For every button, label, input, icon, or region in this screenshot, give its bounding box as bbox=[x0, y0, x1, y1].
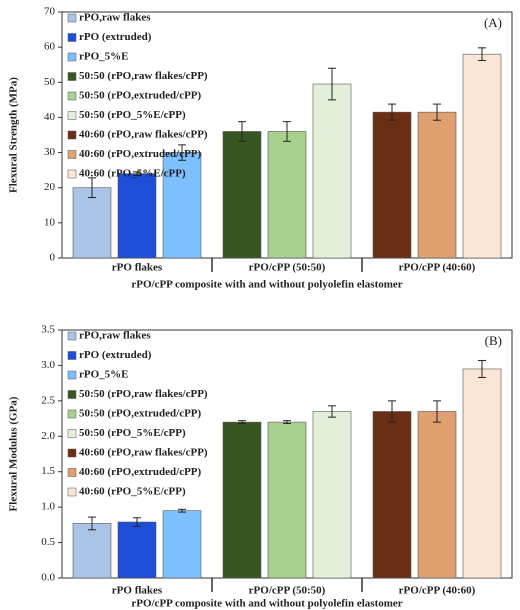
category-label: rPO/cPP (40:60) bbox=[399, 262, 476, 274]
y-tick-label: 50 bbox=[44, 76, 56, 88]
legend-label: rPO_5%E bbox=[79, 51, 129, 63]
bar bbox=[72, 187, 112, 259]
y-tick-label: 2.5 bbox=[41, 394, 55, 406]
x-axis-title: rPO/cPP composite with and without polyo… bbox=[131, 598, 402, 610]
legend-label: rPO (extruded) bbox=[79, 349, 152, 361]
legend-label: 50:50 (rPO,raw flakes/cPP) bbox=[79, 388, 208, 400]
y-axis-title: Flexural Strength (MPa) bbox=[8, 77, 20, 193]
legend-label: 40:60 (rPO_5%E/cPP) bbox=[79, 486, 186, 498]
legend-label: rPO (extruded) bbox=[79, 31, 152, 43]
legend-label: rPO_5%E bbox=[79, 369, 129, 381]
panel-label: (B) bbox=[485, 333, 502, 348]
bar bbox=[162, 510, 202, 579]
bar bbox=[117, 521, 157, 579]
category-label: rPO flakes bbox=[112, 585, 163, 597]
legend-label: rPO,raw flakes bbox=[79, 330, 151, 342]
legend-label: 40:60 (rPO,extruded/cPP) bbox=[79, 466, 202, 478]
bar bbox=[267, 421, 307, 579]
legend-label: 40:60 (rPO,extruded/cPP) bbox=[79, 148, 202, 160]
y-tick-label: 0.5 bbox=[41, 536, 55, 548]
legend-swatch bbox=[67, 33, 77, 42]
legend-swatch bbox=[67, 409, 77, 419]
y-tick-label: 3.0 bbox=[41, 359, 55, 371]
x-axis-title: rPO/cPP composite with and without polyo… bbox=[131, 279, 402, 291]
bar bbox=[462, 368, 502, 579]
y-tick-label: 1.5 bbox=[41, 465, 55, 477]
legend-swatch bbox=[67, 91, 77, 101]
legend-swatch bbox=[67, 429, 77, 438]
legend-label: 50:50 (rPO_5%E/cPP) bbox=[79, 109, 186, 121]
legend-swatch bbox=[67, 150, 77, 159]
legend-swatch bbox=[67, 169, 77, 179]
legend-swatch bbox=[67, 331, 77, 341]
legend-label: 40:60 (rPO_5%E/cPP) bbox=[79, 168, 186, 180]
category-label: rPO/cPP (50:50) bbox=[249, 585, 326, 597]
bar bbox=[72, 523, 112, 579]
y-tick-label: 0.0 bbox=[41, 572, 55, 584]
y-tick-label: 60 bbox=[44, 41, 56, 53]
y-tick-label: 1.0 bbox=[41, 501, 55, 513]
legend-label: 40:60 (rPO,raw flakes/cPP) bbox=[79, 447, 208, 459]
legend-label: 40:60 (rPO,raw flakes/cPP) bbox=[79, 129, 208, 141]
legend-label: 50:50 (rPO,extruded/cPP) bbox=[79, 408, 202, 420]
y-tick-label: 10 bbox=[44, 216, 56, 228]
legend-swatch bbox=[67, 448, 77, 458]
y-axis-title: Flexural Modulus (GPa) bbox=[8, 396, 20, 511]
panel-label: (A) bbox=[484, 15, 502, 30]
bar bbox=[312, 411, 352, 579]
legend-label: 50:50 (rPO_5%E/cPP) bbox=[79, 427, 186, 439]
category-label: rPO flakes bbox=[112, 262, 163, 274]
y-tick-label: 30 bbox=[44, 146, 56, 158]
bar bbox=[462, 53, 502, 259]
bar bbox=[372, 111, 412, 259]
bar bbox=[417, 411, 457, 579]
bar bbox=[417, 111, 457, 259]
category-label: rPO/cPP (50:50) bbox=[249, 262, 326, 274]
legend-swatch bbox=[67, 111, 77, 120]
legend-swatch bbox=[67, 487, 77, 497]
legend-swatch bbox=[67, 390, 77, 399]
y-tick-label: 0 bbox=[50, 252, 56, 264]
bar bbox=[222, 131, 262, 259]
legend-label: rPO,raw flakes bbox=[79, 12, 151, 24]
legend-swatch bbox=[67, 468, 77, 477]
legend-swatch bbox=[67, 52, 77, 62]
legend-label: 50:50 (rPO,extruded/cPP) bbox=[79, 90, 202, 102]
legend-swatch bbox=[67, 130, 77, 140]
bar bbox=[372, 411, 412, 579]
bar bbox=[222, 421, 262, 579]
legend-swatch bbox=[67, 370, 77, 380]
bar bbox=[267, 131, 307, 259]
y-tick-label: 2.0 bbox=[41, 430, 55, 442]
y-tick-label: 3.5 bbox=[41, 324, 55, 336]
bar bbox=[117, 173, 157, 259]
bar bbox=[312, 83, 352, 259]
legend-swatch bbox=[67, 13, 77, 23]
chart-panel: 0.0 0.5 1.0 1.5 2.0 2.5 3.0 3.5 Flexural Modulus… bbox=[8, 324, 513, 610]
y-tick-label: 40 bbox=[44, 111, 56, 123]
legend-swatch bbox=[67, 351, 77, 360]
y-tick-label: 20 bbox=[44, 181, 56, 193]
bar bbox=[162, 152, 202, 259]
legend-label: 50:50 (rPO,raw flakes/cPP) bbox=[79, 70, 208, 82]
category-label: rPO/cPP (40:60) bbox=[399, 585, 476, 597]
legend-swatch bbox=[67, 72, 77, 81]
y-tick-label: 70 bbox=[44, 6, 56, 18]
chart-panel: 0 10 20 30 40 50 60 70 Flexural Strength (MPa) (A… bbox=[8, 6, 513, 291]
